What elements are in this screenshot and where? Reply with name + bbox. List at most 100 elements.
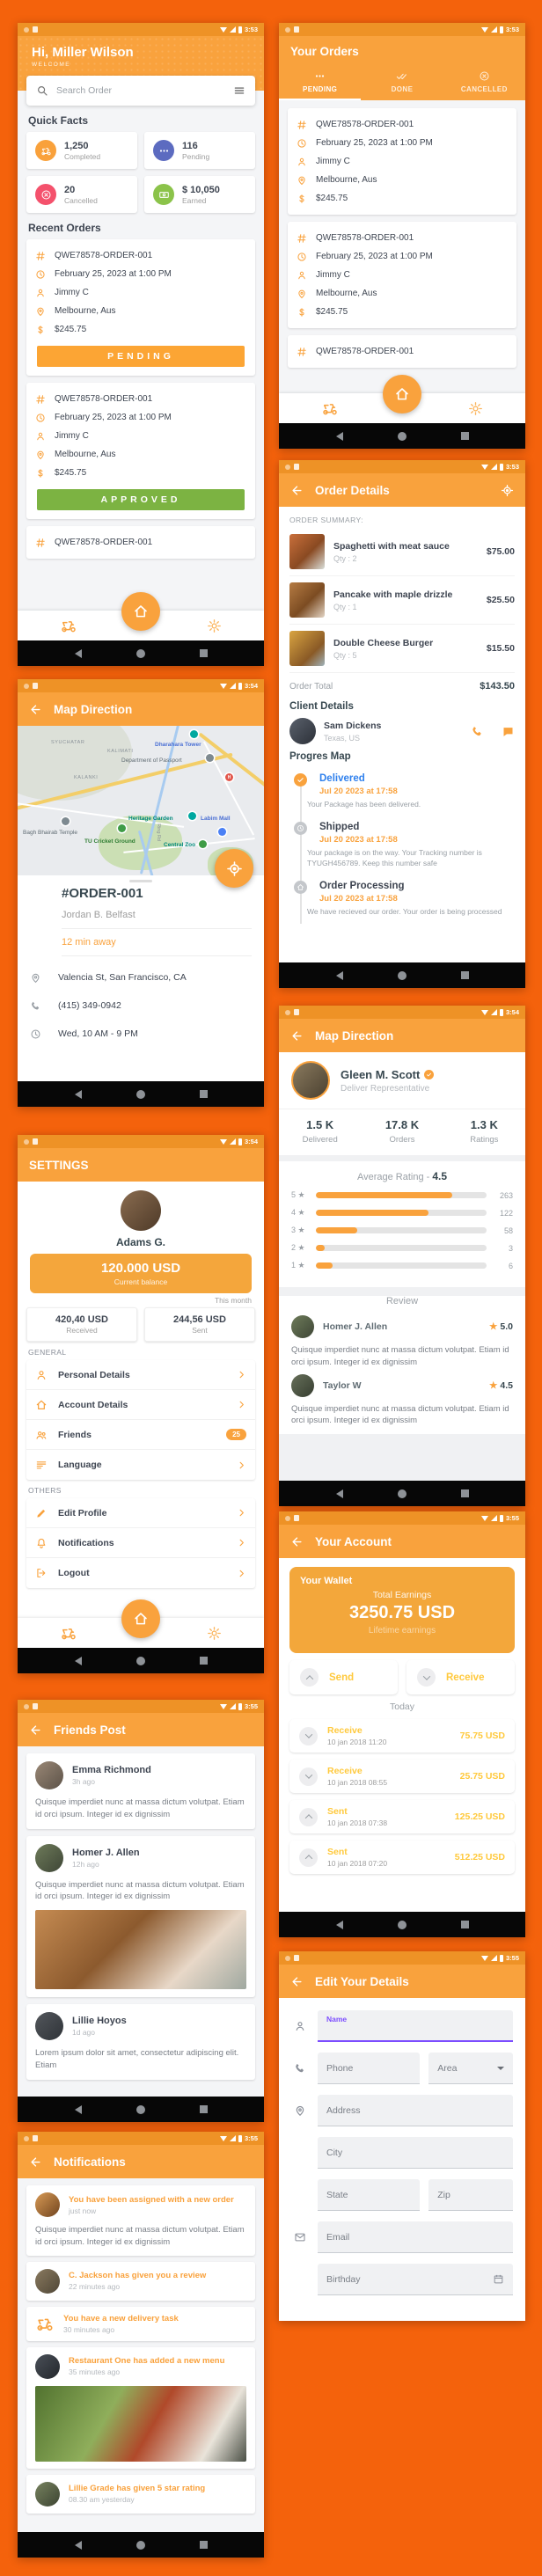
city-input[interactable] xyxy=(326,2147,504,2158)
order-card-partial[interactable]: QWE78578-ORDER-001 xyxy=(26,526,255,559)
home-fab-button[interactable] xyxy=(121,592,160,631)
nav-back-icon[interactable] xyxy=(74,1656,82,1665)
review-item[interactable]: Homer J. Allen ★ 5.0 Quisque imperdiet nu… xyxy=(279,1312,525,1371)
phone-field[interactable] xyxy=(318,2053,421,2084)
menu-icon[interactable] xyxy=(233,84,245,97)
orders-scooter-icon[interactable] xyxy=(60,617,77,634)
back-icon[interactable] xyxy=(290,1029,304,1043)
review-item[interactable]: Taylor W ★ 4.5 Quisque imperdiet nunc at … xyxy=(279,1371,525,1430)
nav-back-icon[interactable] xyxy=(335,431,343,441)
notification-card[interactable]: Restaurant One has added a new menu 35 mi… xyxy=(26,2346,255,2469)
email-input[interactable] xyxy=(326,2231,504,2243)
nav-back-icon[interactable] xyxy=(335,1920,343,1929)
order-card[interactable]: QWE78578-ORDER-001 February 25, 2023 at … xyxy=(288,222,516,328)
receive-button[interactable]: Receive xyxy=(406,1660,515,1694)
settings-list-item[interactable]: Account Details xyxy=(26,1390,255,1420)
nav-home-icon[interactable] xyxy=(136,648,145,658)
settings-list-item[interactable]: Language xyxy=(26,1450,255,1480)
nav-recents-icon[interactable] xyxy=(460,971,469,979)
map-pin-icon[interactable] xyxy=(218,828,226,836)
map-pin-icon[interactable] xyxy=(118,824,126,832)
call-phone-icon[interactable] xyxy=(471,725,484,738)
balance-card[interactable]: 120.000 USD Current balance xyxy=(30,1254,252,1293)
city-field[interactable] xyxy=(318,2137,513,2169)
settings-gear-icon[interactable] xyxy=(207,1626,222,1641)
quick-fact-card[interactable]: $ 10,050 Earned xyxy=(144,176,255,213)
nav-home-icon[interactable] xyxy=(397,970,406,980)
locate-fab-button[interactable] xyxy=(215,849,253,888)
nav-recents-icon[interactable] xyxy=(199,1090,208,1098)
nav-home-icon[interactable] xyxy=(136,2540,145,2550)
nav-back-icon[interactable] xyxy=(74,2540,82,2550)
nav-home-icon[interactable] xyxy=(397,1489,406,1498)
orders-tab[interactable]: CANCELLED xyxy=(443,66,525,100)
back-icon[interactable] xyxy=(290,1535,304,1548)
nav-back-icon[interactable] xyxy=(74,1089,82,1099)
map-pin-icon[interactable] xyxy=(199,840,207,848)
transaction-row[interactable]: Sent 10 jan 2018 07:20 512.25 USD xyxy=(289,1841,515,1874)
address-field[interactable] xyxy=(318,2095,513,2126)
drag-handle[interactable] xyxy=(129,880,152,882)
back-icon[interactable] xyxy=(290,1975,304,1988)
orders-tab[interactable]: DONE xyxy=(361,66,443,100)
map-pin-icon[interactable]: H xyxy=(225,773,233,781)
phone-input[interactable] xyxy=(326,2062,412,2074)
back-icon[interactable] xyxy=(29,1723,42,1737)
nav-home-icon[interactable] xyxy=(136,1089,145,1099)
area-select[interactable]: Area xyxy=(428,2053,513,2084)
chat-icon[interactable] xyxy=(502,725,515,738)
quick-fact-card[interactable]: 116 Pending xyxy=(144,132,255,169)
post-card[interactable]: Emma Richmond 3h ago Quisque imperdiet nu… xyxy=(26,1753,255,1829)
nav-recents-icon[interactable] xyxy=(460,1489,469,1497)
order-status-button[interactable]: PENDING xyxy=(37,346,245,367)
nav-home-icon[interactable] xyxy=(136,1656,145,1665)
nav-recents-icon[interactable] xyxy=(460,1921,469,1928)
order-item-row[interactable]: Double Cheese Burger Qty : 5 $15.50 xyxy=(289,625,515,673)
nav-home-icon[interactable] xyxy=(397,1920,406,1929)
order-item-row[interactable]: Pancake with maple drizzle Qty : 1 $25.50 xyxy=(289,576,515,625)
target-icon[interactable] xyxy=(501,484,514,497)
nav-back-icon[interactable] xyxy=(335,970,343,980)
birthday-field[interactable] xyxy=(318,2264,513,2295)
order-status-button[interactable]: APPROVED xyxy=(37,489,245,510)
quick-fact-card[interactable]: 1,250 Completed xyxy=(26,132,137,169)
settings-list-item[interactable]: Personal Details xyxy=(26,1360,255,1390)
nav-recents-icon[interactable] xyxy=(199,1657,208,1665)
order-card[interactable]: QWE78578-ORDER-001 February 25, 2023 at … xyxy=(288,108,516,215)
order-card[interactable]: QWE78578-ORDER-001 February 25, 2023 at … xyxy=(26,239,255,376)
email-field[interactable] xyxy=(318,2221,513,2253)
state-field[interactable] xyxy=(318,2179,421,2211)
nav-recents-icon[interactable] xyxy=(199,2541,208,2549)
nav-recents-icon[interactable] xyxy=(460,432,469,440)
post-card[interactable]: Homer J. Allen 12h ago Quisque imperdiet … xyxy=(26,1835,255,1998)
map-pin-icon[interactable] xyxy=(62,817,70,825)
nav-home-icon[interactable] xyxy=(397,431,406,441)
map-pin-icon[interactable] xyxy=(188,812,196,820)
post-card[interactable]: Lillie Hoyos 1d ago Lorem ipsum dolor sit… xyxy=(26,2004,255,2080)
phone-text[interactable]: (415) 349-0942 xyxy=(58,1000,121,1011)
orders-scooter-icon[interactable] xyxy=(60,1624,77,1642)
back-icon[interactable] xyxy=(290,484,304,497)
orders-scooter-icon[interactable] xyxy=(321,399,339,417)
transaction-row[interactable]: Sent 10 jan 2018 07:38 125.25 USD xyxy=(289,1800,515,1833)
transaction-row[interactable]: Receive 10 jan 2018 11:20 75.75 USD xyxy=(289,1719,515,1753)
settings-list-item[interactable]: Edit Profile xyxy=(26,1498,255,1528)
nav-recents-icon[interactable] xyxy=(199,649,208,657)
orders-tab[interactable]: PENDING xyxy=(279,66,362,100)
map-pin-icon[interactable] xyxy=(190,730,198,738)
nav-back-icon[interactable] xyxy=(74,648,82,658)
name-field[interactable]: Name xyxy=(318,2010,513,2042)
quick-fact-card[interactable]: 20 Cancelled xyxy=(26,176,137,213)
nav-back-icon[interactable] xyxy=(74,2104,82,2114)
search-bar[interactable] xyxy=(26,76,255,106)
send-button[interactable]: Send xyxy=(289,1660,398,1694)
notification-card[interactable]: Lillie Grade has given 5 star rating 08.3… xyxy=(26,2474,255,2514)
profile-avatar[interactable] xyxy=(121,1190,161,1231)
settings-list-item[interactable]: Notifications xyxy=(26,1528,255,1558)
back-icon[interactable] xyxy=(29,2155,42,2169)
settings-gear-icon[interactable] xyxy=(207,618,222,633)
calendar-icon[interactable] xyxy=(493,2273,504,2285)
nav-home-icon[interactable] xyxy=(136,2104,145,2114)
map-pin-icon[interactable] xyxy=(206,754,214,762)
home-fab-button[interactable] xyxy=(383,375,421,413)
